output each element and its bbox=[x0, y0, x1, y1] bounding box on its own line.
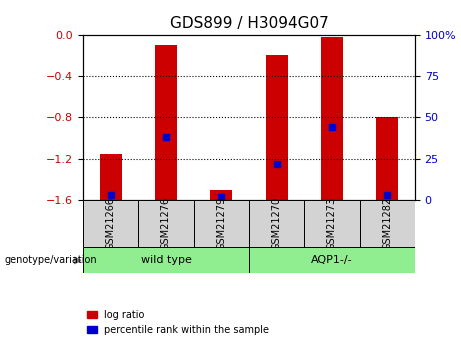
FancyBboxPatch shape bbox=[249, 247, 415, 273]
Title: GDS899 / H3094G07: GDS899 / H3094G07 bbox=[170, 16, 328, 31]
Text: AQP1-/-: AQP1-/- bbox=[311, 255, 353, 265]
Text: GSM21279: GSM21279 bbox=[216, 197, 226, 250]
Bar bbox=[266, 55, 288, 200]
Bar bbox=[155, 45, 177, 200]
Bar bbox=[210, 190, 232, 200]
Text: genotype/variation: genotype/variation bbox=[5, 256, 97, 265]
Text: GSM21282: GSM21282 bbox=[382, 197, 392, 250]
Bar bbox=[376, 117, 398, 200]
FancyBboxPatch shape bbox=[194, 200, 249, 247]
Text: GSM21273: GSM21273 bbox=[327, 197, 337, 250]
FancyBboxPatch shape bbox=[304, 200, 360, 247]
FancyBboxPatch shape bbox=[360, 200, 415, 247]
Legend: log ratio, percentile rank within the sample: log ratio, percentile rank within the sa… bbox=[83, 306, 273, 339]
Text: wild type: wild type bbox=[141, 255, 191, 265]
Bar bbox=[100, 154, 122, 200]
Text: GSM21266: GSM21266 bbox=[106, 197, 116, 250]
Text: GSM21276: GSM21276 bbox=[161, 197, 171, 250]
FancyBboxPatch shape bbox=[138, 200, 194, 247]
FancyBboxPatch shape bbox=[83, 247, 249, 273]
FancyBboxPatch shape bbox=[83, 200, 138, 247]
FancyBboxPatch shape bbox=[249, 200, 304, 247]
Bar bbox=[321, 37, 343, 200]
Text: GSM21270: GSM21270 bbox=[272, 197, 282, 250]
